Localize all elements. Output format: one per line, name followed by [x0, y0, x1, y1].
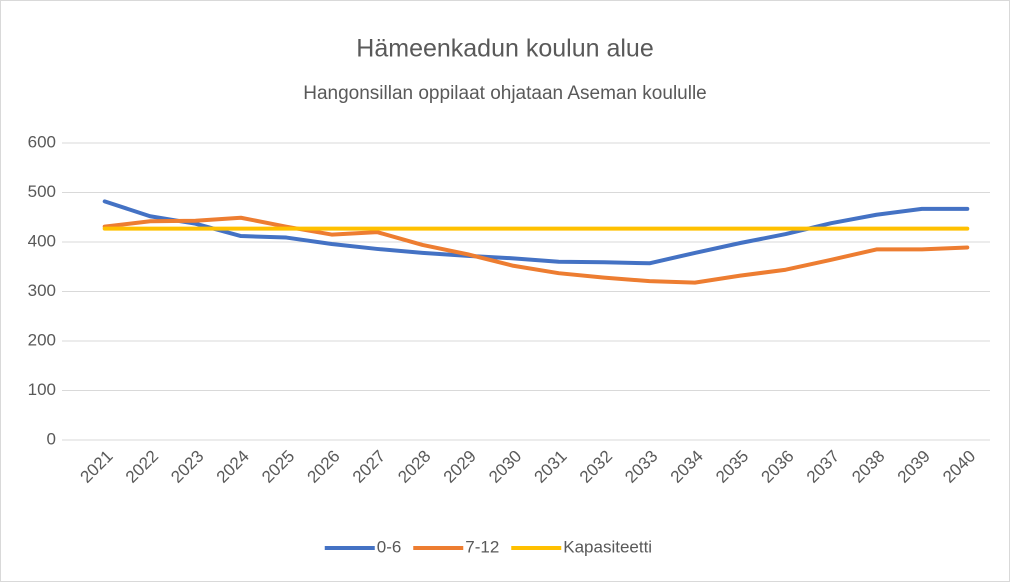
y-tick-label: 200 [28, 330, 56, 349]
series-line [102, 199, 970, 266]
chart-subtitle: Hangonsillan oppilaat ohjataan Aseman ko… [303, 83, 707, 104]
legend-label: Kapasiteetti [563, 537, 652, 556]
y-tick-label: 400 [28, 231, 56, 250]
legend-label: 7-12 [465, 537, 499, 556]
legend-label: 0-6 [377, 537, 402, 556]
y-tick-label: 0 [47, 429, 56, 448]
y-tick-label: 600 [28, 132, 56, 151]
y-tick-label: 100 [28, 380, 56, 399]
y-tick-label: 500 [28, 182, 56, 201]
y-tick-label: 300 [28, 281, 56, 300]
series-line [102, 215, 970, 285]
chart-title: Hämeenkadun koulun alue [356, 35, 653, 63]
